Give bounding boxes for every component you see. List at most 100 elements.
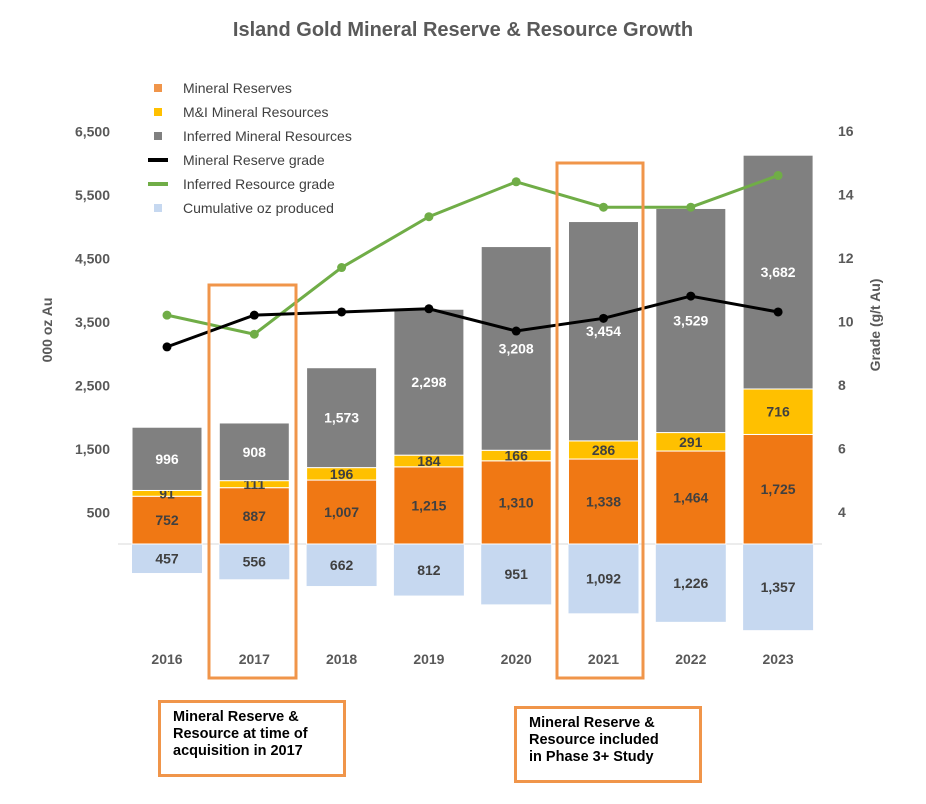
line-reserve-grade-point: [424, 304, 434, 314]
bar-mineral-reserves: [742, 433, 814, 545]
x-tick-label: 2016: [151, 651, 182, 667]
bar-mineral-reserves: [131, 495, 203, 545]
annotation-line: Resource included: [529, 732, 659, 748]
chart-title: Island Gold Mineral Reserve & Resource G…: [233, 19, 693, 41]
legend-swatch: [154, 108, 162, 116]
data-label-inferred-resources: 1,573: [324, 410, 359, 426]
bar-cumulative-produced: [481, 544, 552, 605]
highlight-box-2021: [555, 161, 645, 680]
legend-swatch-line: [148, 158, 168, 162]
bar-mineral-reserves: [480, 460, 552, 545]
y-tick-label: 5,500: [75, 187, 110, 203]
legend-label: Inferred Resource grade: [183, 176, 335, 192]
annotation-acquisition: Mineral Reserve & Resource at time of ac…: [158, 700, 346, 777]
x-tick-label: 2017: [239, 651, 270, 667]
line-inferred-grade-point: [249, 329, 259, 339]
data-label-inferred-resources: 3,454: [586, 323, 621, 339]
legend-label: Cumulative oz produced: [183, 200, 334, 216]
data-label-mineral-reserves: 1,338: [586, 494, 621, 510]
bar-inferred-resources: [218, 422, 290, 482]
y-tick-label: 3,500: [75, 314, 110, 330]
line-reserve-grade-point: [162, 342, 172, 352]
x-tick-label: 2022: [675, 651, 706, 667]
data-label-mineral-reserves: 1,464: [673, 490, 708, 506]
legend-swatch-line: [148, 182, 168, 186]
data-label-cumulative: 1,357: [761, 579, 796, 595]
y2-axis-label: Grade (g/t Au): [867, 279, 883, 372]
data-label-cumulative: 457: [155, 551, 179, 567]
data-label-mi-resources: 166: [505, 448, 529, 464]
legend-label: M&I Mineral Resources: [183, 104, 329, 120]
line-inferred-grade-point: [424, 212, 434, 222]
y2-tick-label: 8: [838, 377, 846, 393]
y2-tick-label: 16: [838, 123, 854, 139]
bar-inferred-resources: [306, 367, 378, 469]
line-inferred-grade-point: [686, 202, 696, 212]
legend-swatch: [154, 84, 162, 92]
line-reserve-grade-point: [686, 291, 696, 301]
bar-cumulative-produced: [393, 544, 464, 596]
y2-tick-label: 4: [838, 504, 846, 520]
data-label-inferred-resources: 996: [155, 451, 179, 467]
y2-tick-label: 6: [838, 441, 846, 457]
annotation-line: Mineral Reserve &: [173, 709, 299, 725]
y-tick-label: 2,500: [75, 377, 110, 393]
data-label-cumulative: 1,092: [586, 571, 621, 587]
legend-swatch: [154, 132, 162, 140]
legend-label: Mineral Reserves: [183, 80, 292, 96]
bar-cumulative-produced: [219, 544, 290, 580]
data-label-mi-resources: 184: [417, 453, 441, 469]
annotation-line: Mineral Reserve &: [529, 715, 655, 731]
data-label-inferred-resources: 908: [243, 444, 267, 460]
line-inferred-grade-point: [162, 310, 172, 320]
y2-tick-label: 14: [838, 187, 854, 203]
data-label-cumulative: 556: [243, 554, 267, 570]
bar-cumulative-produced: [568, 544, 639, 614]
line-inferred-grade-point: [511, 177, 521, 187]
line-reserve-grade-point: [773, 307, 783, 317]
data-label-mineral-reserves: 1,215: [411, 497, 446, 513]
data-label-mineral-reserves: 1,725: [761, 481, 796, 497]
bar-cumulative-produced: [306, 544, 377, 587]
bar-cumulative-produced: [743, 544, 814, 631]
bar-cumulative-produced: [655, 544, 726, 622]
line-inferred-grade-point: [773, 170, 783, 180]
x-tick-label: 2018: [326, 651, 357, 667]
annotation-phase3: Mineral Reserve & Resource included in P…: [514, 706, 702, 783]
data-label-cumulative: 662: [330, 557, 354, 573]
x-tick-label: 2021: [588, 651, 619, 667]
y2-tick-label: 12: [838, 250, 854, 266]
bar-mi-resources: [742, 388, 814, 435]
data-label-mineral-reserves: 887: [243, 508, 267, 524]
bar-inferred-resources: [568, 221, 639, 442]
y-axis-label: 000 oz Au: [39, 298, 55, 363]
y-tick-label: 1,500: [75, 441, 110, 457]
line-reserve-grade-point: [511, 326, 521, 336]
y-tick-label: 6,500: [75, 123, 110, 139]
bar-cumulative-produced: [132, 544, 202, 574]
data-label-inferred-resources: 3,682: [761, 264, 796, 280]
line-reserve-grade-point: [249, 310, 259, 320]
bar-inferred-resources: [131, 426, 203, 491]
data-label-mi-resources: 196: [330, 466, 354, 482]
y-tick-label: 500: [87, 504, 111, 520]
highlight-box-2017: [207, 283, 298, 680]
data-label-cumulative: 1,226: [673, 575, 708, 591]
annotation-line: acquisition in 2017: [173, 743, 303, 759]
line-inferred-grade-point: [337, 263, 347, 273]
data-label-mineral-reserves: 752: [155, 512, 179, 528]
bar-mineral-reserves: [568, 458, 639, 545]
annotation-line: Resource at time of: [173, 726, 308, 742]
data-label-inferred-resources: 2,298: [411, 374, 446, 390]
bar-inferred-resources: [742, 154, 814, 390]
data-label-mi-resources: 716: [766, 404, 790, 420]
x-tick-label: 2020: [501, 651, 532, 667]
bar-inferred-resources: [655, 207, 727, 434]
bar-mineral-reserves: [393, 466, 465, 545]
x-tick-label: 2019: [413, 651, 444, 667]
legend-label: Mineral Reserve grade: [183, 152, 325, 168]
data-label-mi-resources: 286: [592, 442, 616, 458]
data-label-mi-resources: 291: [679, 434, 703, 450]
data-label-inferred-resources: 3,529: [673, 313, 708, 329]
data-label-mineral-reserves: 1,310: [499, 494, 534, 510]
